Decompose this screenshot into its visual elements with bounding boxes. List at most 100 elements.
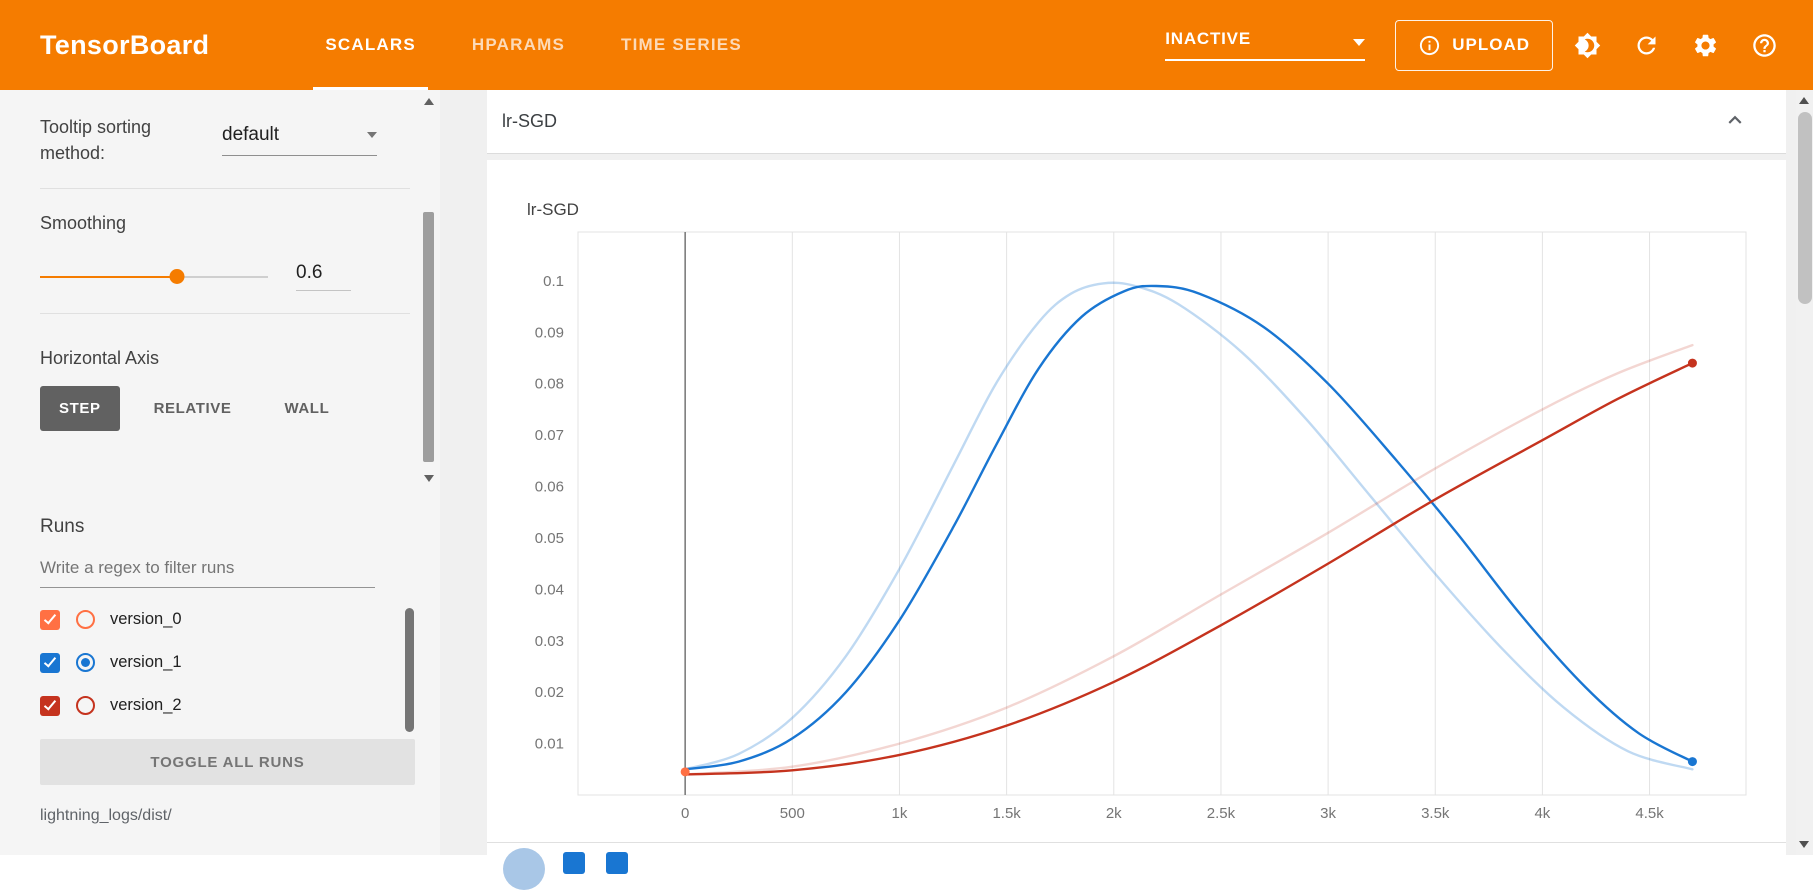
runs-scrollbar-thumb[interactable] [405,608,414,732]
run-checkbox[interactable] [40,695,60,716]
scalar-group-header[interactable]: lr-SGD [487,90,1786,154]
svg-text:3.5k: 3.5k [1421,805,1450,822]
settings-sidebar: Tooltip sorting method: default Smoothin… [0,90,440,855]
help-button[interactable] [1739,20,1789,70]
runs-section-label: Runs [40,516,85,537]
gear-icon [1694,34,1716,56]
caret-down-icon [1353,39,1366,46]
page-scrollbar-thumb[interactable] [1797,112,1812,304]
tooltip-sorting-label: Tooltip sorting method: [40,117,152,163]
card-footer-divider [487,842,1786,843]
divider [40,188,410,189]
svg-text:1.5k: 1.5k [992,805,1021,822]
svg-text:0.03: 0.03 [535,633,564,650]
tooltip-sorting-value: default [222,124,280,145]
slider-fill [40,275,177,278]
horizontal-axis-label: Horizontal Axis [40,348,160,368]
runs-filter-input[interactable] [40,558,375,588]
checkmark-icon [43,697,57,711]
smoothing-slider[interactable] [40,268,268,285]
axis-step-button[interactable]: STEP [40,386,120,431]
svg-text:0.06: 0.06 [535,479,564,496]
svg-text:0.05: 0.05 [535,530,564,547]
tensorboard-logo: TensorBoard [40,29,210,60]
svg-text:2k: 2k [1106,805,1122,822]
settings-button[interactable] [1680,20,1730,70]
settings-panel: Tooltip sorting method: default Smoothin… [0,90,440,490]
card-footer-circle-button[interactable] [503,848,545,890]
chevron-up-icon [1728,115,1742,124]
refresh-icon [1637,36,1655,54]
tooltip-sorting-row: Tooltip sorting method: default [40,114,440,166]
scroll-down-icon[interactable] [424,475,434,482]
svg-text:0.08: 0.08 [535,376,564,393]
horizontal-axis-buttons: STEP RELATIVE WALL [40,386,440,431]
smoothing-slider-row: 0.6 [40,262,440,291]
run-radio[interactable] [76,610,95,629]
checkmark-icon [43,654,57,668]
run-checkbox[interactable] [40,652,60,673]
axis-wall-button[interactable]: WALL [265,386,348,431]
svg-text:2.5k: 2.5k [1207,805,1236,822]
dropdown-arrow-icon [367,132,377,138]
svg-text:0: 0 [681,805,689,822]
svg-text:3k: 3k [1320,805,1336,822]
tooltip-sorting-select[interactable]: default [222,124,377,156]
upload-label: UPLOAD [1452,35,1530,54]
run-checkbox[interactable] [40,609,60,630]
svg-text:500: 500 [780,805,805,822]
divider [40,313,410,314]
scroll-down-icon[interactable] [1799,841,1809,848]
refresh-button[interactable] [1621,20,1671,70]
runs-panel: Runs version_0 version_1 version_2 TOGGL… [0,490,440,855]
card-footer-square-button-1[interactable] [563,852,585,874]
slider-thumb[interactable] [169,268,185,284]
run-name: version_1 [110,653,182,671]
brightness-icon [1574,32,1600,58]
theme-toggle-button[interactable] [1562,20,1612,70]
line-chart[interactable]: 0 500 1k 1.5k 2k 2.5k 3k 3.5k 4k 4.5k 0.01 0.02 0.03… [487,230,1786,842]
svg-text:0.04: 0.04 [535,581,564,598]
smoothing-value-input[interactable]: 0.6 [296,262,351,291]
log-directory-label: lightning_logs/dist/ [40,807,172,824]
page-scrollbar[interactable] [1796,90,1813,855]
smoothing-label: Smoothing [40,213,127,233]
settings-scrollbar-thumb[interactable] [423,212,434,462]
tab-scalars[interactable]: SCALARS [297,0,444,90]
svg-text:0.09: 0.09 [535,324,564,341]
card-footer-square-button-2[interactable] [606,852,628,874]
checkmark-icon [43,611,57,625]
svg-text:4.5k: 4.5k [1635,805,1664,822]
collapse-group-button[interactable] [1722,107,1748,136]
run-item-version-2[interactable]: version_2 [40,684,440,727]
svg-text:1k: 1k [892,805,908,822]
tab-time-series[interactable]: TIME SERIES [621,35,742,54]
svg-text:0.07: 0.07 [535,427,564,444]
runs-list: version_0 version_1 version_2 [40,598,440,727]
chart-title: lr-SGD [527,200,579,219]
run-name: version_0 [110,610,182,628]
help-icon [1752,33,1776,57]
svg-text:4k: 4k [1534,805,1550,822]
app-header: TensorBoard SCALARS HPARAMS TIME SERIES … [0,0,1813,90]
status-dropdown[interactable]: INACTIVE [1165,29,1366,61]
upload-button[interactable]: UPLOAD [1395,19,1553,71]
run-radio[interactable] [76,653,95,672]
tab-hparams[interactable]: HPARAMS [471,35,565,54]
info-icon [1420,35,1440,55]
settings-scrollbar[interactable] [421,96,437,484]
scroll-up-icon[interactable] [424,98,434,105]
run-item-version-0[interactable]: version_0 [40,598,440,641]
run-radio[interactable] [76,696,95,715]
svg-text:0.01: 0.01 [535,736,564,753]
run-item-version-1[interactable]: version_1 [40,641,440,684]
status-label: INACTIVE [1165,29,1251,48]
scroll-up-icon[interactable] [1799,97,1809,104]
svg-text:0.1: 0.1 [543,273,564,290]
group-title: lr-SGD [502,111,557,131]
toggle-all-runs-button[interactable]: TOGGLE ALL RUNS [40,739,415,785]
run-name: version_2 [110,696,182,714]
svg-text:0.02: 0.02 [535,684,564,701]
axis-relative-button[interactable]: RELATIVE [135,386,251,431]
scalar-chart-card: lr-SGD 0 500 1k 1.5k 2k 2.5k 3k 3.5k 4k 4.5k 0.01 0… [487,160,1786,890]
